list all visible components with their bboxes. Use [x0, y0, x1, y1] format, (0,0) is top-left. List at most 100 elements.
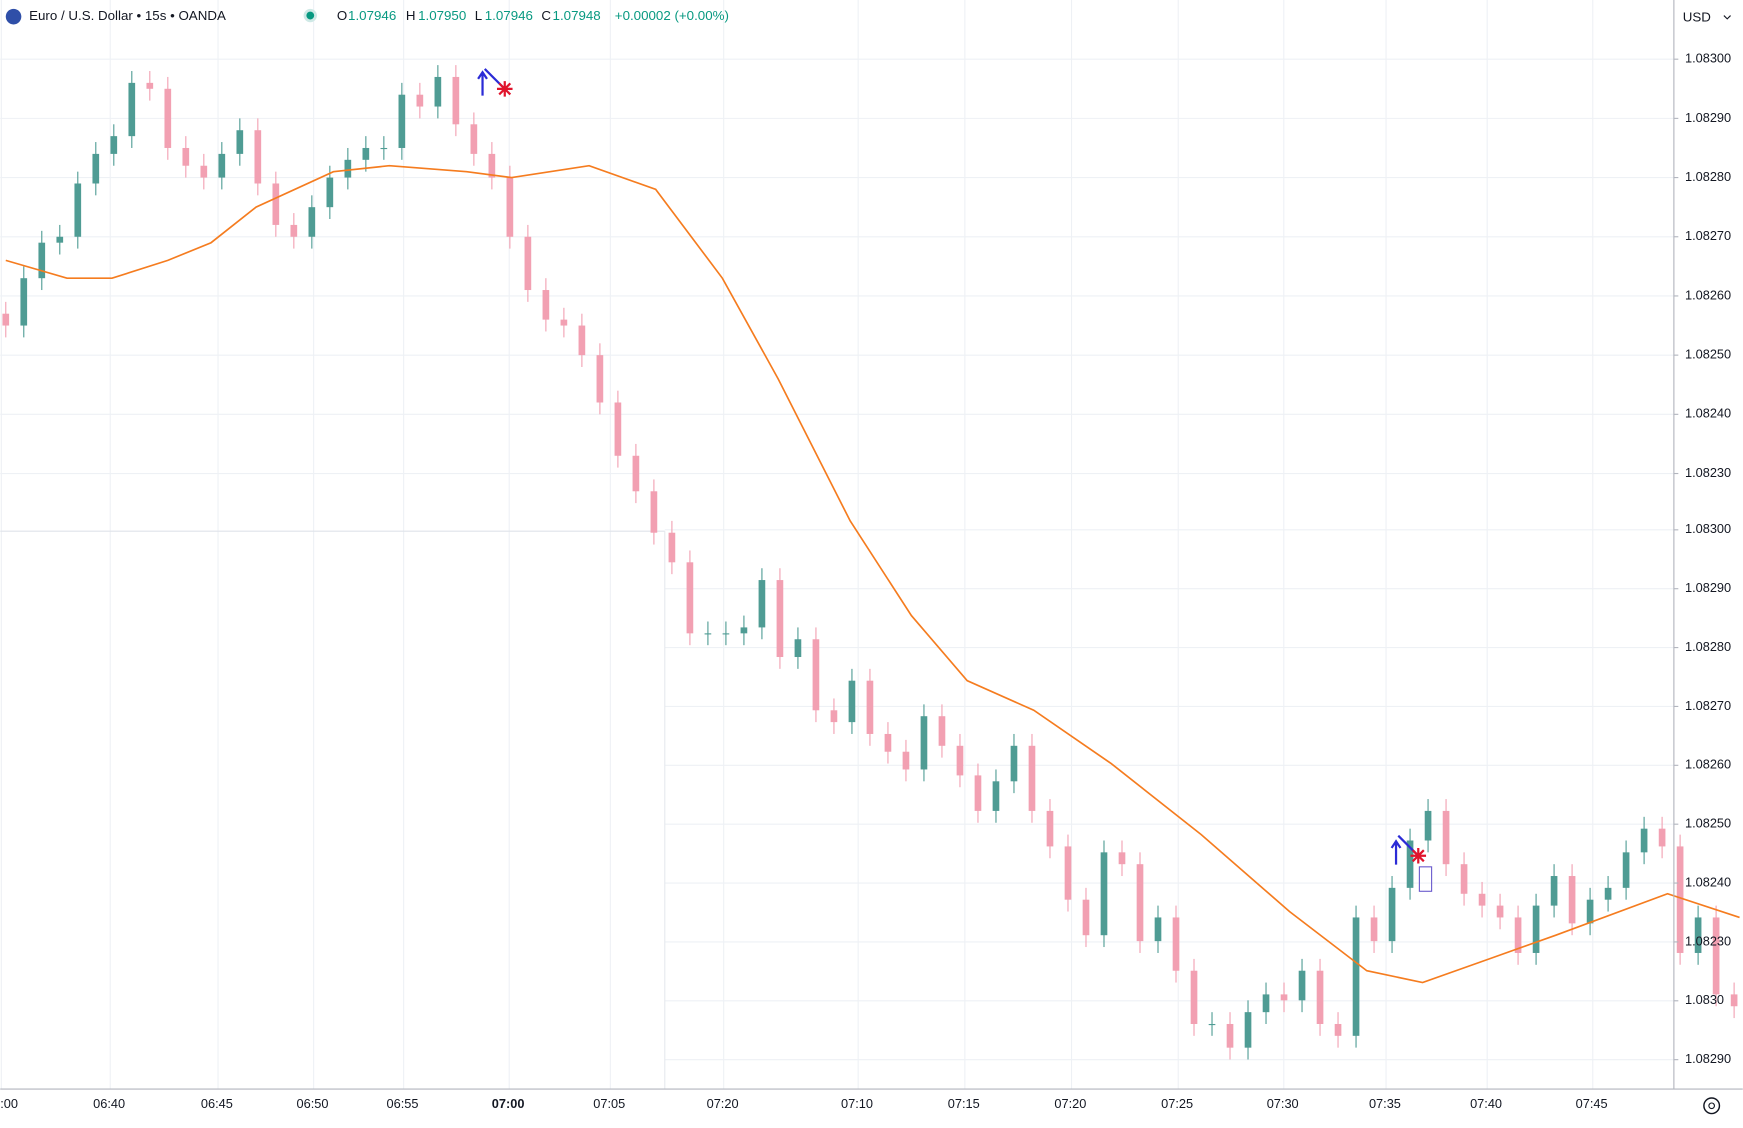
- ohlc-value: 1.07950: [418, 8, 466, 23]
- candle-body: [1388, 887, 1396, 942]
- y2-tick-label: 1.08260: [1685, 757, 1731, 772]
- settings-button[interactable]: [1703, 1097, 1721, 1115]
- candle-body: [1244, 1012, 1252, 1048]
- candle-body: [200, 165, 208, 178]
- candle-body: [1298, 970, 1306, 1001]
- candle-body: [740, 627, 748, 634]
- x-tick-label: 07:20: [707, 1096, 739, 1111]
- candle-body: [416, 94, 424, 107]
- ohlc-value: 1.07946: [348, 8, 396, 23]
- candle-body: [1082, 899, 1090, 936]
- candle-body: [1172, 917, 1180, 971]
- y2-tick-label: 1.08290: [1685, 1051, 1731, 1066]
- x-tick-label: 07:45: [1576, 1096, 1608, 1111]
- candle-body: [1208, 1023, 1216, 1026]
- candle-body: [1100, 852, 1108, 936]
- candle-body: [1442, 810, 1450, 865]
- candle-body: [254, 130, 262, 184]
- candle-body: [1136, 864, 1144, 942]
- candle-body: [308, 207, 316, 237]
- dropdown-caret[interactable]: [1723, 15, 1731, 20]
- ohlc-label: C: [541, 8, 551, 23]
- candle-body: [758, 580, 766, 628]
- plot-area: [2, 65, 1740, 1060]
- settings-icon[interactable]: [1703, 1097, 1721, 1115]
- y-tick-label: 1.08290: [1685, 110, 1731, 125]
- ohlc-label: O: [337, 8, 347, 23]
- x-tick-label: 07:00: [492, 1096, 525, 1111]
- legend-header: Euro / U.S. Dollar • 15s • OANDA O 1.079…: [5, 8, 729, 25]
- candle-body: [1226, 1023, 1234, 1048]
- x-tick-label: 07:20: [1054, 1096, 1086, 1111]
- candle-body: [1370, 917, 1378, 942]
- candle-body: [542, 290, 550, 320]
- y-tick-label: 1.08260: [1685, 287, 1731, 302]
- x-tick-label: 06:55: [387, 1096, 419, 1111]
- x-tick-label: 06:50: [297, 1096, 329, 1111]
- x-tick-label: 07:30: [1267, 1096, 1299, 1111]
- currency-button-bg[interactable]: [1676, 2, 1741, 34]
- candle-body: [110, 136, 118, 154]
- ohlc-label: H: [406, 8, 416, 23]
- candle-body: [794, 639, 802, 658]
- ohlc-value: 1.07948: [553, 8, 601, 23]
- candle-body: [884, 733, 892, 752]
- change-value: +0.00002 (+0.00%): [615, 8, 729, 23]
- candle-body: [452, 76, 460, 125]
- candle-body: [686, 562, 694, 634]
- x-tick-label: 07:40: [1470, 1096, 1502, 1111]
- candle-body: [1550, 876, 1558, 906]
- candle-body: [1532, 905, 1540, 953]
- candle-body: [164, 88, 172, 148]
- x-tick-label: 07:10: [841, 1096, 873, 1111]
- ohlc-label: L: [475, 8, 482, 23]
- candle-body: [1622, 852, 1630, 888]
- symbol-icon: [5, 8, 22, 25]
- candle-body: [1262, 994, 1270, 1013]
- currency-label[interactable]: USD: [1683, 9, 1711, 24]
- candle-body: [668, 532, 676, 563]
- y2-tick-label: 1.08300: [1685, 521, 1731, 536]
- candle-body: [1154, 917, 1162, 942]
- candle-body: [1334, 1023, 1342, 1036]
- x-tick-label: 07:05: [593, 1096, 625, 1111]
- candle-body: [470, 124, 478, 154]
- candle-body: [128, 82, 136, 137]
- candle-body: [1046, 810, 1054, 847]
- symbol-title: Euro / U.S. Dollar • 15s • OANDA: [29, 8, 226, 23]
- candle-body: [776, 580, 784, 658]
- candle-body: [1478, 893, 1486, 906]
- candle-body: [1352, 917, 1360, 1036]
- candle-body: [1010, 745, 1018, 782]
- candle-body: [56, 236, 64, 243]
- candle-body: [506, 177, 514, 237]
- candle-body: [1190, 970, 1198, 1024]
- candle-body: [326, 177, 334, 208]
- candle-body: [380, 147, 388, 150]
- candle-body: [1028, 745, 1036, 811]
- y2-tick-label: 1.08240: [1685, 874, 1731, 889]
- x-tick-label: 06:45: [201, 1096, 233, 1111]
- candle-body: [1424, 810, 1432, 841]
- candle-body: [902, 751, 910, 770]
- candle-body: [182, 147, 190, 166]
- moving-average-line: [5, 164, 1740, 984]
- candle-body: [866, 680, 874, 734]
- status-dot: [306, 11, 315, 20]
- y2-tick-label: 1.08230: [1685, 933, 1731, 948]
- candle-body: [704, 633, 712, 635]
- candle-body: [1604, 887, 1612, 900]
- candle-body: [578, 325, 586, 356]
- y2-tick-label: 1.0830: [1685, 992, 1724, 1007]
- candle-body: [560, 319, 568, 326]
- candle-body: [434, 76, 442, 107]
- candle-body: [38, 242, 46, 279]
- settings-icon-center[interactable]: [1708, 1102, 1715, 1110]
- x-tick-label: 06:40: [93, 1096, 125, 1111]
- candle-body: [74, 183, 82, 237]
- currency-button[interactable]: USD: [1676, 2, 1741, 34]
- candle-body: [1064, 846, 1072, 900]
